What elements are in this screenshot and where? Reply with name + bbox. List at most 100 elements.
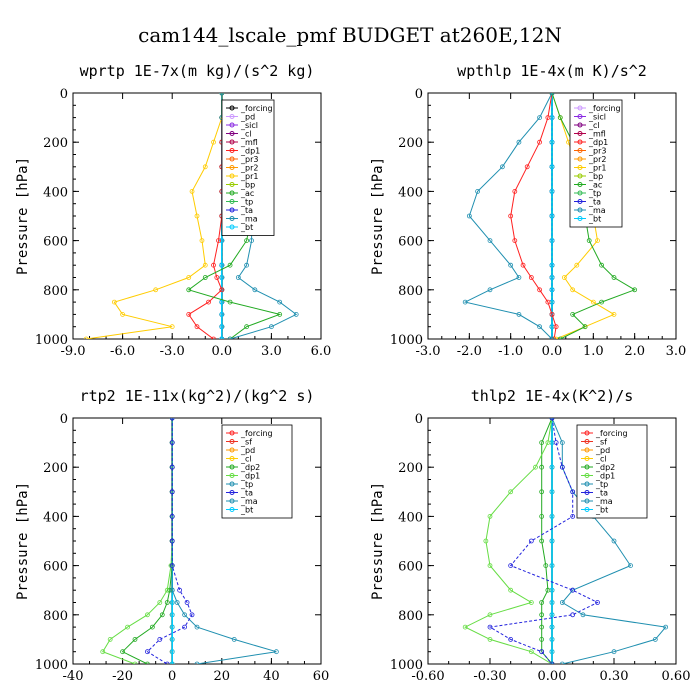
legend-marker bbox=[229, 447, 235, 453]
series-line-ma bbox=[463, 93, 553, 339]
legend-marker bbox=[577, 216, 583, 221]
data-point bbox=[202, 262, 208, 268]
data-point bbox=[590, 299, 596, 305]
data-point bbox=[611, 275, 617, 280]
data-point bbox=[169, 489, 175, 495]
data-point bbox=[549, 661, 555, 664]
data-point bbox=[174, 600, 180, 605]
legend-marker bbox=[229, 156, 235, 162]
legend-marker bbox=[584, 473, 590, 478]
legend-marker bbox=[229, 182, 235, 187]
legend-marker bbox=[577, 165, 583, 170]
chart-panel-2: wpthlp 1E-4x(m K)/s^2 Pressure [hPa] -3.0 -… bbox=[370, 62, 686, 359]
data-point bbox=[549, 164, 555, 170]
data-point bbox=[169, 661, 175, 664]
x-tick-label: -9.0 bbox=[60, 344, 85, 359]
legend-entry: _pr2 bbox=[240, 164, 258, 173]
legend-entry: _bp bbox=[588, 172, 603, 181]
data-point bbox=[549, 188, 555, 194]
legend-entry: _dp2 bbox=[595, 463, 615, 472]
legend-marker bbox=[577, 190, 583, 196]
y-tick-label: 1000 bbox=[35, 658, 68, 673]
data-point bbox=[520, 262, 526, 268]
data-point bbox=[214, 275, 220, 280]
legend-marker bbox=[229, 464, 235, 470]
data-point bbox=[125, 624, 130, 630]
data-point bbox=[499, 164, 505, 170]
data-point bbox=[549, 514, 555, 519]
data-point bbox=[539, 624, 545, 630]
legend-entry: _bt bbox=[595, 506, 608, 515]
data-point bbox=[562, 275, 567, 280]
legend-entry: _pr2 bbox=[588, 155, 606, 164]
legend-entry: _ac bbox=[588, 181, 602, 190]
legend: _forcing_pd_sicl_cl_mfl_dp1_pr3_pr2_pr1_… bbox=[221, 99, 275, 236]
legend-entry: _tp bbox=[595, 480, 608, 489]
data-point bbox=[508, 213, 514, 219]
legend-marker bbox=[584, 464, 590, 470]
legend-marker bbox=[229, 148, 235, 153]
data-point bbox=[169, 563, 175, 568]
legend-entry: _tp bbox=[588, 189, 601, 198]
legend-marker bbox=[577, 156, 583, 162]
data-point bbox=[157, 600, 163, 605]
data-point bbox=[466, 213, 472, 219]
y-tick-label: 400 bbox=[398, 510, 423, 525]
legend-entry: _bt bbox=[240, 223, 253, 232]
legend-marker bbox=[229, 131, 235, 136]
data-point bbox=[586, 238, 592, 244]
legend-entry: _pr1 bbox=[240, 172, 258, 181]
data-point bbox=[574, 262, 580, 268]
legend-entry: _cl bbox=[240, 130, 252, 139]
data-point bbox=[244, 238, 250, 244]
legend-entry: _ma bbox=[240, 215, 258, 224]
legend-marker bbox=[229, 165, 235, 170]
data-point bbox=[553, 440, 559, 446]
data-point bbox=[244, 324, 250, 330]
legend-entry: _forcing bbox=[588, 104, 621, 113]
data-point bbox=[202, 275, 208, 280]
data-point bbox=[559, 464, 565, 470]
data-point bbox=[219, 287, 225, 293]
data-point bbox=[570, 311, 576, 317]
legend-marker bbox=[229, 481, 235, 487]
data-point bbox=[277, 311, 283, 317]
chart-panel-4: thlp2 1E-4x(K^2)/s Pressure [hPa] -0.60 -0.… bbox=[370, 387, 690, 684]
legend-marker bbox=[229, 190, 235, 196]
data-point bbox=[516, 311, 522, 317]
data-point bbox=[487, 563, 493, 568]
data-point bbox=[549, 262, 555, 268]
series-line-pr1 bbox=[86, 93, 223, 339]
data-point bbox=[549, 649, 555, 655]
data-point bbox=[595, 238, 600, 244]
x-tick-label: 6.0 bbox=[311, 344, 332, 359]
series-line-ta bbox=[146, 418, 193, 664]
data-point bbox=[219, 311, 225, 317]
data-point bbox=[539, 489, 545, 495]
data-point bbox=[537, 324, 542, 330]
data-point bbox=[549, 336, 555, 339]
legend-entry: _sf bbox=[240, 438, 252, 447]
data-point bbox=[512, 188, 518, 194]
legend-entry: _ta bbox=[240, 206, 253, 215]
legend-entry: _forcing bbox=[240, 104, 273, 113]
data-point bbox=[149, 624, 155, 630]
data-point bbox=[549, 563, 555, 568]
legend-entry: _pd bbox=[240, 446, 255, 455]
x-tick-label: -3.0 bbox=[415, 344, 440, 359]
series-line-ta bbox=[488, 418, 599, 664]
data-point bbox=[202, 164, 208, 170]
legend-entry: _mfl bbox=[240, 138, 258, 147]
series-group bbox=[462, 418, 669, 664]
y-tick-label: 0 bbox=[415, 412, 423, 427]
x-tick-label: -20 bbox=[112, 669, 133, 684]
y-tick-label: 400 bbox=[43, 185, 68, 200]
data-point bbox=[235, 275, 241, 280]
data-point bbox=[632, 287, 638, 293]
y-tick-label: 600 bbox=[398, 235, 423, 250]
x-tick-label: -3.0 bbox=[160, 344, 185, 359]
data-point bbox=[231, 637, 237, 642]
x-tick-label: -40 bbox=[63, 669, 84, 684]
legend-marker bbox=[577, 148, 583, 153]
data-point bbox=[169, 538, 175, 544]
